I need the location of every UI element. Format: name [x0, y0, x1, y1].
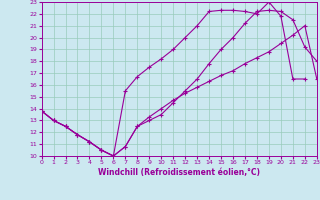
X-axis label: Windchill (Refroidissement éolien,°C): Windchill (Refroidissement éolien,°C)	[98, 168, 260, 177]
